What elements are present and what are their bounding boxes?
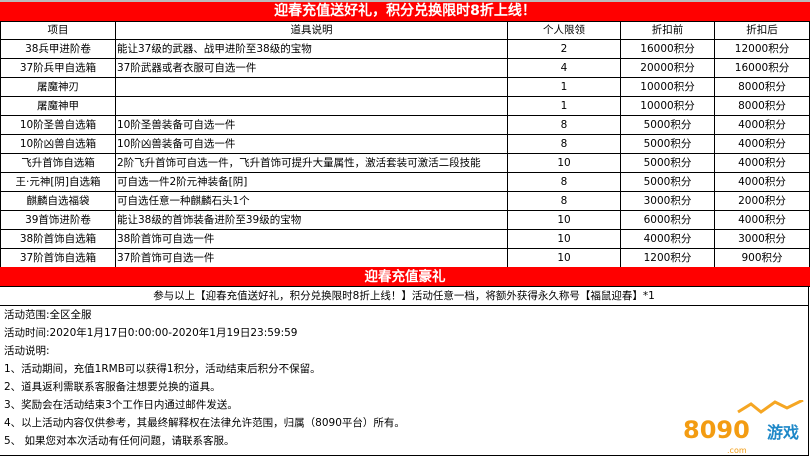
table-row: 屠魔神刃 1 10000积分 8000积分: [0, 77, 810, 97]
item-discount-price: 900积分: [714, 248, 810, 268]
item-name: 屠魔神刃: [0, 77, 116, 97]
item-name: 王·元神[阴]自选箱: [0, 172, 116, 192]
item-limit: 8: [507, 134, 621, 154]
item-limit: 1: [507, 96, 621, 116]
table-row: 39首饰进阶卷 能让38级的首饰装备进阶至39级的宝物 10 6000积分 4000积分: [0, 210, 810, 230]
item-discount-price: 16000积分: [714, 58, 810, 78]
item-description: 37阶首饰可自选一件: [115, 248, 508, 268]
table-row: 10阶凶兽自选箱 10阶凶兽装备可自选一件 8 5000积分 4000积分: [0, 134, 810, 154]
8090-logo: 8090 游戏 .com: [683, 400, 804, 455]
table-row: 王·元神[阴]自选箱 可自选一件2阶元神装备[阴] 8 5000积分 4000积分: [0, 172, 810, 192]
item-original-price: 5000积分: [620, 134, 715, 154]
bonus-text: 参与以上【迎春充值送好礼，积分兑换限时8折上线！】活动任意一档，将额外获得永久称…: [0, 287, 809, 306]
item-discount-price: 4000积分: [714, 210, 810, 230]
item-original-price: 6000积分: [620, 210, 715, 230]
item-original-price: 4000积分: [620, 229, 715, 249]
item-description: [115, 96, 508, 116]
item-name: 38兵甲进阶卷: [0, 39, 116, 59]
item-name: 10阶圣兽自选箱: [0, 115, 116, 135]
item-limit: 8: [507, 115, 621, 135]
item-description: 10阶凶兽装备可自选一件: [115, 134, 508, 154]
item-original-price: 1200积分: [620, 248, 715, 268]
item-limit: 8: [507, 191, 621, 211]
item-limit: 8: [507, 172, 621, 192]
note-line: 活动说明:: [4, 345, 50, 357]
item-description: 能让38级的首饰装备进阶至39级的宝物: [115, 210, 508, 230]
item-discount-price: 3000积分: [714, 229, 810, 249]
item-original-price: 10000积分: [620, 96, 715, 116]
item-description: 2阶飞升首饰可自选一件，飞升首饰可提升大量属性，激活套装可激活二段技能: [115, 153, 508, 173]
note-line: 活动时间:2020年1月17日0:00:00-2020年1月19日23:59:5…: [4, 327, 298, 339]
exchange-table: 项目 道具说明 个人限领 折扣前 折扣后 38兵甲进阶卷 能让37级的武器、战甲进…: [0, 21, 810, 268]
item-original-price: 16000积分: [620, 39, 715, 59]
svg-text:游戏: 游戏: [767, 423, 799, 442]
item-original-price: 3000积分: [620, 191, 715, 211]
item-name: 37阶兵甲自选箱: [0, 58, 116, 78]
header-item: 项目: [0, 21, 116, 40]
item-limit: 4: [507, 58, 621, 78]
notes-section: 活动范围:全区全服活动时间:2020年1月17日0:00:00-2020年1月1…: [0, 306, 809, 456]
item-description: 能让37级的武器、战甲进阶至38级的宝物: [115, 39, 508, 59]
note-line: 4、以上活动内容仅供参考，其最终解释权在法律允许范围，归属（8090平台）所有。: [4, 417, 405, 429]
item-discount-price: 4000积分: [714, 172, 810, 192]
item-discount-price: 8000积分: [714, 77, 810, 97]
item-description: [115, 77, 508, 97]
section-banner: 迎春充值豪礼: [0, 267, 810, 287]
header-limit: 个人限领: [507, 21, 621, 40]
item-description: 可自选一件2阶元神装备[阴]: [115, 172, 508, 192]
item-limit: 10: [507, 248, 621, 268]
table-row: 10阶圣兽自选箱 10阶圣兽装备可自选一件 8 5000积分 4000积分: [0, 115, 810, 135]
item-original-price: 10000积分: [620, 77, 715, 97]
item-name: 10阶凶兽自选箱: [0, 134, 116, 154]
item-limit: 10: [507, 229, 621, 249]
item-description: 37阶武器或者衣服可自选一件: [115, 58, 508, 78]
note-line: 活动范围:全区全服: [4, 309, 92, 321]
item-name: 麒麟自选福袋: [0, 191, 116, 211]
table-row: 37阶首饰自选箱 37阶首饰可自选一件 10 1200积分 900积分: [0, 248, 810, 268]
table-row: 38阶首饰自选箱 38阶首饰可自选一件 10 4000积分 3000积分: [0, 229, 810, 249]
item-limit: 10: [507, 153, 621, 173]
header-original-price: 折扣前: [620, 21, 715, 40]
note-line: 5、 如果您对本次活动有任何问题，请联系客服。: [4, 435, 235, 447]
table-header-row: 项目 道具说明 个人限领 折扣前 折扣后: [0, 21, 810, 40]
table-row: 屠魔神甲 1 10000积分 8000积分: [0, 96, 810, 116]
item-name: 39首饰进阶卷: [0, 210, 116, 230]
item-discount-price: 4000积分: [714, 115, 810, 135]
table-row: 38兵甲进阶卷 能让37级的武器、战甲进阶至38级的宝物 2 16000积分 12000…: [0, 39, 810, 59]
item-original-price: 5000积分: [620, 115, 715, 135]
item-original-price: 5000积分: [620, 153, 715, 173]
item-description: 10阶圣兽装备可自选一件: [115, 115, 508, 135]
item-discount-price: 4000积分: [714, 153, 810, 173]
note-line: 2、道具返利需联系客服备注想要兑换的道具。: [4, 381, 221, 393]
svg-text:8090: 8090: [683, 416, 750, 444]
item-discount-price: 2000积分: [714, 191, 810, 211]
item-description: 38阶首饰可自选一件: [115, 229, 508, 249]
item-name: 37阶首饰自选箱: [0, 248, 116, 268]
item-discount-price: 4000积分: [714, 134, 810, 154]
table-row: 麒麟自选福袋 可自选任意一种麒麟石头1个 8 3000积分 2000积分: [0, 191, 810, 211]
item-discount-price: 12000积分: [714, 39, 810, 59]
item-discount-price: 8000积分: [714, 96, 810, 116]
item-name: 屠魔神甲: [0, 96, 116, 116]
item-original-price: 20000积分: [620, 58, 715, 78]
item-original-price: 5000积分: [620, 172, 715, 192]
table-row: 飞升首饰自选箱 2阶飞升首饰可自选一件，飞升首饰可提升大量属性，激活套装可激活二段…: [0, 153, 810, 173]
page-title: 迎春充值送好礼，积分兑换限时8折上线！: [0, 0, 810, 21]
item-description: 可自选任意一种麒麟石头1个: [115, 191, 508, 211]
item-name: 飞升首饰自选箱: [0, 153, 116, 173]
header-description: 道具说明: [115, 21, 508, 40]
svg-text:.com: .com: [727, 446, 747, 455]
header-discount-price: 折扣后: [714, 21, 810, 40]
item-limit: 10: [507, 210, 621, 230]
table-row: 37阶兵甲自选箱 37阶武器或者衣服可自选一件 4 20000积分 16000积分: [0, 58, 810, 78]
item-limit: 1: [507, 77, 621, 97]
note-line: 3、奖励会在活动结束3个工作日内通过邮件发送。: [4, 399, 238, 411]
note-line: 1、活动期间，充值1RMB可以获得1积分，活动结束后积分不保留。: [4, 363, 321, 375]
item-limit: 2: [507, 39, 621, 59]
item-name: 38阶首饰自选箱: [0, 229, 116, 249]
